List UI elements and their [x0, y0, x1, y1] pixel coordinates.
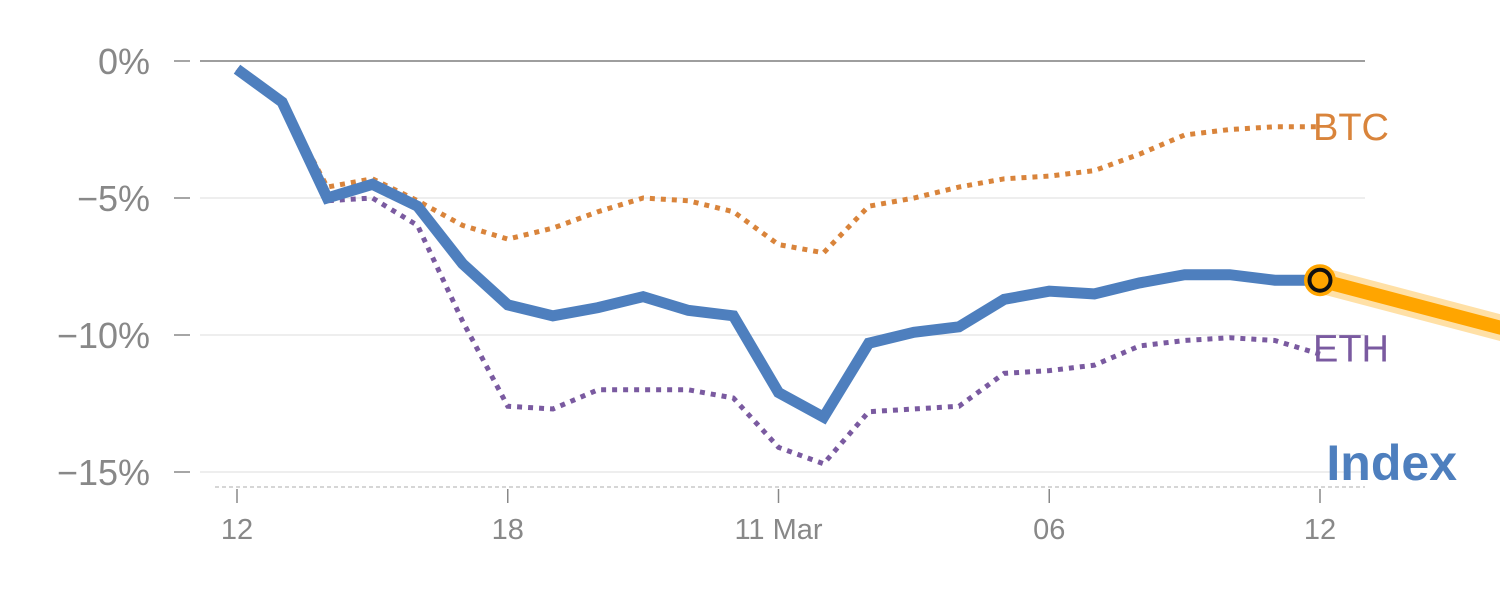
series-labels: BTC ETH Index — [1313, 107, 1457, 491]
label-eth: ETH — [1313, 329, 1389, 371]
y-tick-label: 0% — [98, 41, 150, 82]
x-tick-label: 12 — [221, 514, 253, 546]
series-lines — [233, 64, 1321, 467]
gridlines — [200, 60, 1365, 473]
y-tick-label: −15% — [57, 452, 150, 493]
x-tick-label: 11 Mar — [734, 514, 822, 546]
series-line-eth — [235, 67, 1321, 467]
y-tick-label: −5% — [77, 178, 150, 219]
marker-inner — [1307, 267, 1333, 293]
y-tick-label: −10% — [57, 315, 150, 356]
x-tick-label: 12 — [1304, 514, 1336, 546]
series-line-index — [233, 64, 1320, 425]
y-axis: 0% −5% −10% −15% — [57, 41, 190, 493]
current-point-marker — [1304, 264, 1336, 297]
label-btc: BTC — [1313, 107, 1389, 149]
x-tick-label: 18 — [492, 514, 524, 546]
label-index: Index — [1326, 435, 1457, 491]
x-tick-label: 06 — [1033, 514, 1065, 546]
series-line-btc — [235, 67, 1320, 256]
